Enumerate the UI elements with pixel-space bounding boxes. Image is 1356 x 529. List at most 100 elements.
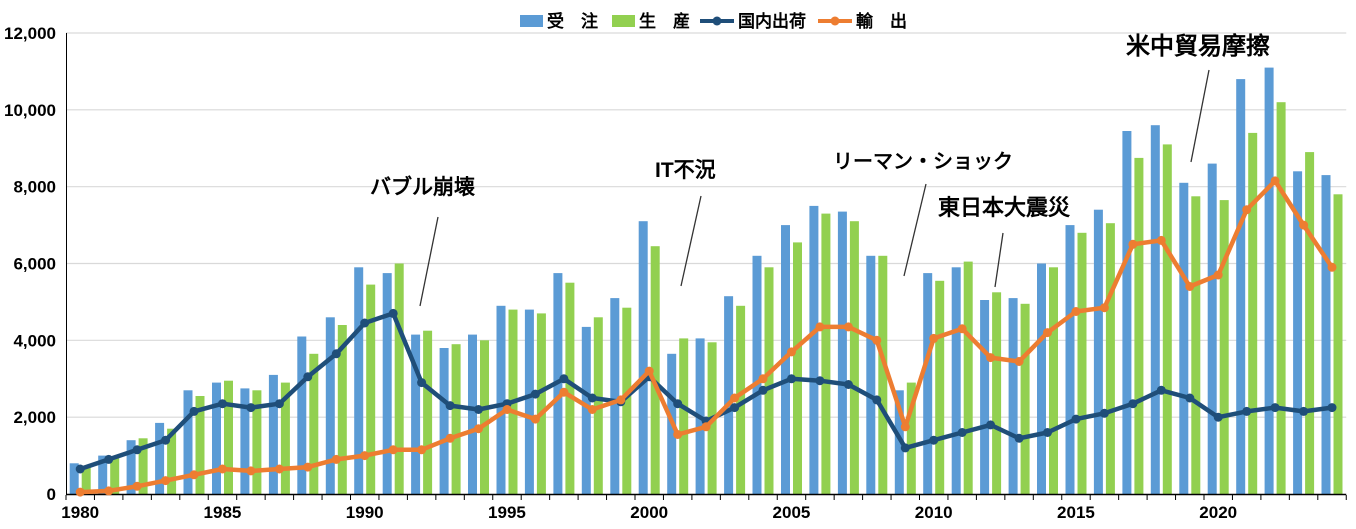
bar-1996 xyxy=(536,313,546,494)
annotation-leader-line xyxy=(680,195,702,287)
bar-2004 xyxy=(764,267,774,494)
x-tick-label-2005: 2005 xyxy=(773,503,811,522)
bar-2008 xyxy=(878,255,888,494)
legend-marker-icon xyxy=(830,16,840,26)
bar-1985 xyxy=(224,380,233,494)
annotation-leader-line xyxy=(903,183,927,277)
data-point-1981 xyxy=(104,454,114,464)
data-point-2007 xyxy=(843,380,853,389)
data-point-1981 xyxy=(104,486,114,496)
x-tick-label-2020: 2020 xyxy=(1199,503,1237,522)
series-line xyxy=(77,178,1335,495)
data-point-1993 xyxy=(445,433,455,443)
data-point-2011 xyxy=(957,428,967,437)
line-domestic-shipments xyxy=(75,308,1337,474)
data-point-1998 xyxy=(587,405,597,414)
bar-2018 xyxy=(1150,125,1160,494)
bar-2013 xyxy=(1020,303,1030,494)
bar-1992 xyxy=(411,334,421,494)
data-point-2006 xyxy=(815,376,825,386)
data-point-2021 xyxy=(1242,406,1252,416)
legend-item-0: 受 注 xyxy=(520,11,598,31)
data-point-2017 xyxy=(1128,239,1138,249)
data-point-1992 xyxy=(417,445,427,455)
annotation-4: 米中貿易摩擦 xyxy=(1126,32,1270,163)
data-point-2013 xyxy=(1014,357,1024,366)
legend: 受 注 生 産 国内出荷 輸 出 xyxy=(520,11,907,31)
bar-2010 xyxy=(923,273,933,494)
bar-2016 xyxy=(1093,209,1103,494)
annotation-leader-line xyxy=(1190,69,1210,163)
bar-1984 xyxy=(195,396,205,494)
bar-2014 xyxy=(1049,267,1058,494)
bar-1985 xyxy=(212,382,221,494)
bar-1998 xyxy=(581,326,591,494)
data-point-1996 xyxy=(530,414,540,424)
bar-2020 xyxy=(1207,163,1217,494)
annotation-text: 東日本大震災 xyxy=(938,195,1071,220)
data-point-1994 xyxy=(474,424,483,434)
data-point-2008 xyxy=(872,395,882,405)
bar-2016 xyxy=(1105,223,1115,494)
legend-marker-icon xyxy=(712,16,722,26)
data-point-2003 xyxy=(730,403,740,413)
bar-2003 xyxy=(724,296,734,494)
data-point-1992 xyxy=(417,378,427,388)
x-tick-label-2000: 2000 xyxy=(630,503,668,522)
bar-2020 xyxy=(1219,200,1229,494)
data-point-2015 xyxy=(1071,307,1081,316)
x-axis-labels: 1980 1985 1990 1995 2000 2005 2010 2015 2020 xyxy=(61,503,1237,522)
x-axis xyxy=(65,33,1347,500)
bar-2022 xyxy=(1276,102,1286,494)
data-point-1983 xyxy=(161,435,171,445)
legend-swatch-icon xyxy=(520,15,543,27)
data-point-2012 xyxy=(986,353,996,363)
legend-item-1: 生 産 xyxy=(612,11,690,31)
data-point-2023 xyxy=(1299,406,1309,416)
legend-label: 生 産 xyxy=(639,11,690,31)
bar-1986 xyxy=(252,390,262,494)
annotation-0: バブル崩壊 xyxy=(370,175,475,307)
bar-1982 xyxy=(138,438,148,494)
annotation-leader-line xyxy=(419,216,439,307)
bar-1989 xyxy=(337,325,347,494)
data-point-2022 xyxy=(1270,403,1280,413)
data-point-1989 xyxy=(331,454,341,464)
bar-1993 xyxy=(439,348,449,494)
legend-swatch-icon xyxy=(612,15,635,27)
bar-1986 xyxy=(240,388,250,494)
x-tick-label-1990: 1990 xyxy=(346,503,384,522)
bar-2011 xyxy=(963,261,973,494)
data-point-2024 xyxy=(1327,262,1337,272)
bar-1989 xyxy=(325,317,335,494)
x-tick-label-2010: 2010 xyxy=(915,503,953,522)
legend-item-2: 国内出荷 xyxy=(700,11,806,31)
bar-2024 xyxy=(1333,194,1343,495)
data-point-2003 xyxy=(730,393,740,403)
bar-1987 xyxy=(280,382,290,494)
legend-item-3: 輸 出 xyxy=(818,11,907,31)
data-point-2005 xyxy=(787,374,796,384)
data-point-1987 xyxy=(274,464,284,474)
data-point-1996 xyxy=(530,389,540,399)
bar-1999 xyxy=(622,307,632,494)
data-point-2001 xyxy=(673,399,683,409)
data-point-2019 xyxy=(1185,393,1195,403)
data-point-2000 xyxy=(644,366,654,376)
data-point-2014 xyxy=(1043,328,1052,338)
bar-1981 xyxy=(98,455,108,494)
annotation-text: バブル崩壊 xyxy=(370,175,475,199)
data-point-2018 xyxy=(1156,385,1166,395)
bar-2015 xyxy=(1065,225,1075,494)
bar-2023 xyxy=(1305,152,1315,494)
data-point-1993 xyxy=(445,401,455,411)
bar-1988 xyxy=(309,353,319,494)
data-point-2010 xyxy=(929,333,939,343)
bar-2024 xyxy=(1321,175,1331,494)
bar-2000 xyxy=(638,221,648,494)
data-point-2016 xyxy=(1099,408,1109,418)
bar-2012 xyxy=(992,292,1002,494)
data-point-2017 xyxy=(1128,399,1138,409)
bar-2021 xyxy=(1248,132,1258,494)
